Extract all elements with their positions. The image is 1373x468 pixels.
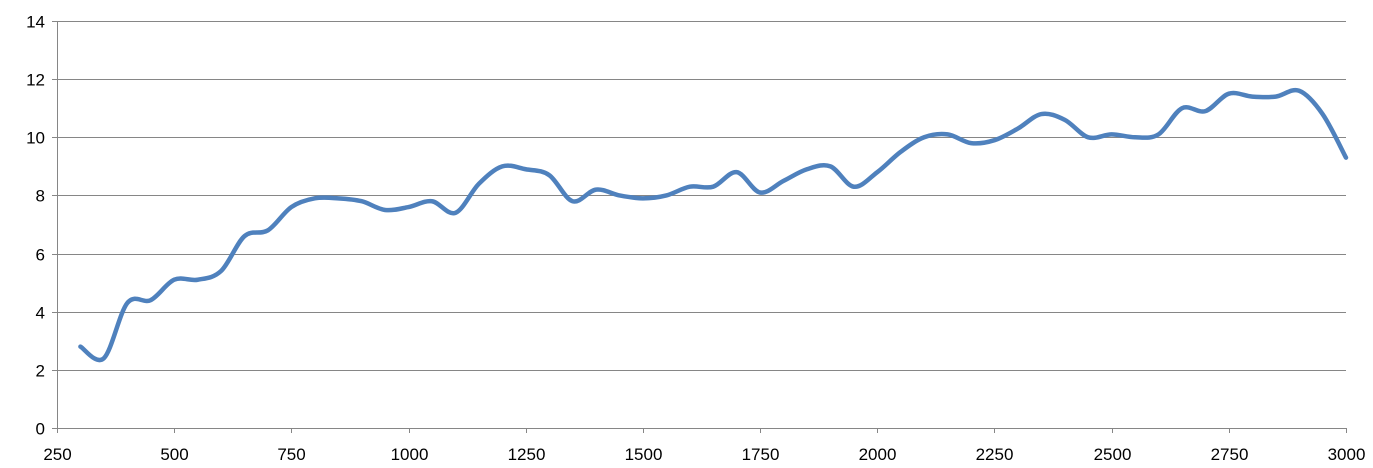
data-point [1086, 135, 1090, 139]
data-point [711, 185, 715, 189]
x-tick-label: 500 [160, 445, 188, 464]
x-tick-label: 1250 [508, 445, 546, 464]
data-point [266, 228, 270, 232]
data-point [196, 278, 200, 282]
data-point [383, 208, 387, 212]
x-tick-label: 1500 [625, 445, 663, 464]
data-point [1274, 95, 1278, 99]
data-point [1157, 132, 1161, 136]
y-tick-label: 2 [36, 362, 45, 381]
y-tick-label: 4 [36, 304, 45, 323]
data-point [688, 185, 692, 189]
data-point [360, 199, 364, 203]
series-line [78, 87, 1349, 363]
data-point [1063, 118, 1067, 122]
data-point [1297, 89, 1301, 93]
data-point [735, 170, 739, 174]
data-point [313, 196, 317, 200]
data-point [547, 173, 551, 177]
data-point [782, 179, 786, 183]
data-point [664, 193, 668, 197]
data-point [1039, 112, 1043, 116]
x-tick-label: 2750 [1211, 445, 1249, 464]
tick-labels: 0 2 4 6 8 10 12 14 250 500 750 1000 1250 1500 1750 2000… [26, 13, 1365, 465]
x-tick-label: 1750 [742, 445, 780, 464]
data-point [1016, 127, 1020, 131]
data-point [1321, 112, 1325, 116]
data-point [758, 191, 762, 195]
data-point [242, 234, 246, 238]
data-point [992, 138, 996, 142]
data-point [1227, 92, 1231, 96]
gridlines [57, 21, 1346, 371]
data-point [1133, 135, 1137, 139]
y-tick-label: 0 [36, 420, 45, 439]
data-point [1344, 156, 1348, 160]
data-point [430, 199, 434, 203]
y-tick-label: 10 [26, 129, 45, 148]
data-point [477, 182, 481, 186]
y-tick-label: 12 [26, 71, 45, 90]
data-point [922, 135, 926, 139]
x-tick-label: 2500 [1094, 445, 1132, 464]
data-point [453, 211, 457, 215]
data-point [524, 167, 528, 171]
data-point [1180, 106, 1184, 110]
axes [52, 21, 1347, 433]
x-tick-label: 3000 [1328, 445, 1366, 464]
data-point [219, 269, 223, 273]
x-tick-label: 1000 [391, 445, 429, 464]
data-point [407, 205, 411, 209]
data-point [571, 199, 575, 203]
x-tick-label: 750 [277, 445, 305, 464]
data-point [641, 196, 645, 200]
data-point [1203, 109, 1207, 113]
data-point [852, 185, 856, 189]
data-point [172, 278, 176, 282]
data-point [102, 356, 106, 360]
y-tick-label: 6 [36, 246, 45, 265]
data-point [899, 150, 903, 154]
x-tick-label: 2250 [976, 445, 1014, 464]
data-point [617, 193, 621, 197]
data-point [78, 345, 82, 349]
data-point [289, 205, 293, 209]
x-tick-label: 2000 [859, 445, 897, 464]
series-layer [78, 87, 1349, 363]
data-point [875, 170, 879, 174]
data-point [594, 188, 598, 192]
data-point [946, 132, 950, 136]
y-tick-label: 14 [26, 13, 45, 32]
data-point [336, 196, 340, 200]
data-point [500, 164, 504, 168]
data-point [149, 298, 153, 302]
data-point [125, 301, 129, 305]
data-point [969, 141, 973, 145]
data-point [805, 167, 809, 171]
data-point [1110, 132, 1114, 136]
data-point [828, 164, 832, 168]
y-tick-label: 8 [36, 187, 45, 206]
data-point [1250, 95, 1254, 99]
x-tick-label: 250 [43, 445, 71, 464]
